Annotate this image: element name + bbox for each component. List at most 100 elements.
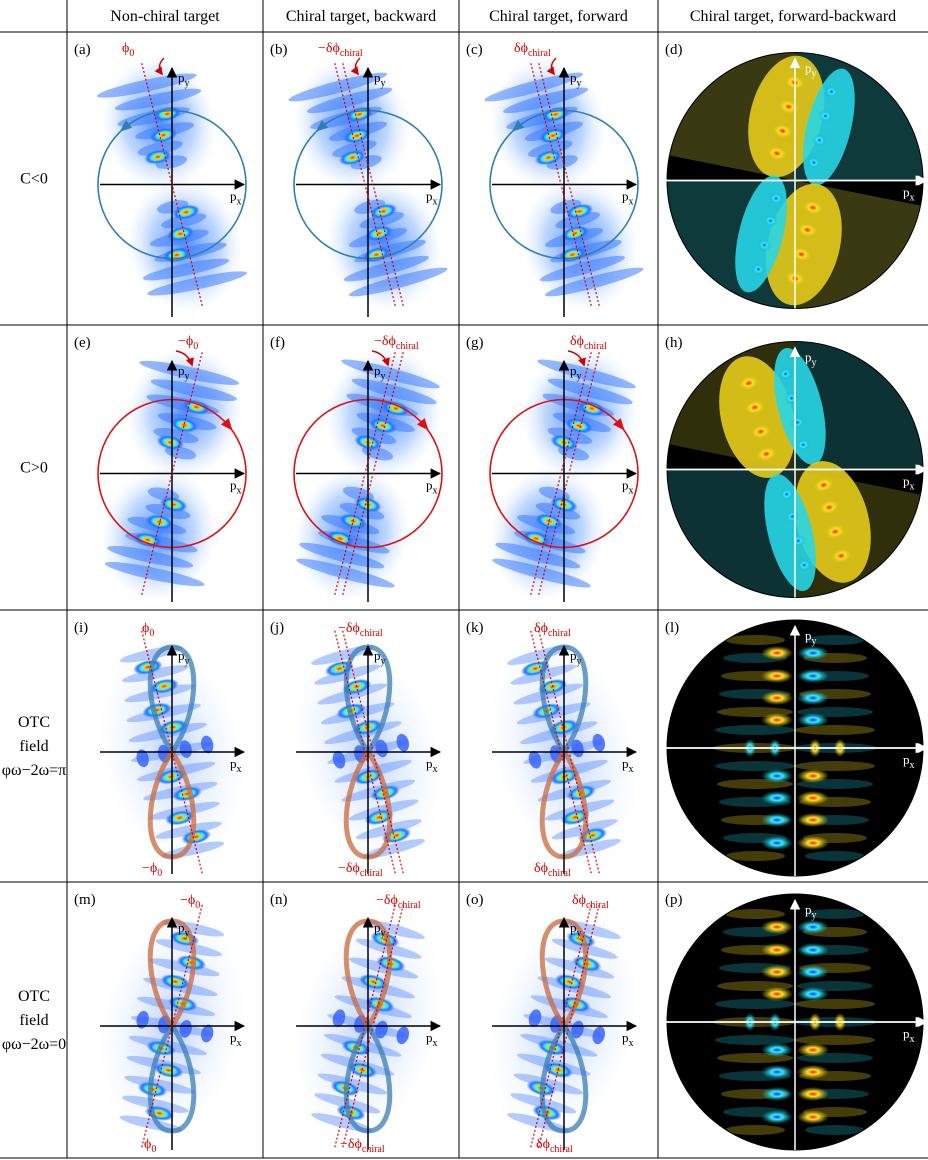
angle-annotation: −ϕ0 xyxy=(178,334,198,352)
panel-h: px py (h) xyxy=(663,335,928,598)
axis-tilt-line xyxy=(141,904,203,1148)
pmd-distribution xyxy=(489,346,639,601)
angle-annotation: −ϕ0 xyxy=(180,893,200,911)
axis-tilt-line xyxy=(530,352,592,595)
px-axis-label: px xyxy=(622,189,634,208)
rotation-arc-icon xyxy=(546,57,557,76)
axis-tilt-line xyxy=(342,63,404,306)
axis-tilt-line xyxy=(530,630,592,874)
axis-tilt-line xyxy=(334,904,396,1148)
angle-annotation: δϕchiral xyxy=(514,41,551,59)
py-axis-label: py xyxy=(374,648,386,667)
axis-tilt-line xyxy=(538,630,600,874)
py-axis-label: py xyxy=(570,920,582,939)
row-label: OTC xyxy=(18,714,50,731)
panel-label: (f) xyxy=(270,335,285,351)
axis-tilt-line xyxy=(141,63,203,306)
panel-c: px py δϕchiral (c) xyxy=(466,41,644,317)
panel-p: px py (p) xyxy=(663,892,928,1151)
py-axis-label: py xyxy=(570,363,582,382)
column-header: Chiral target, forward-backward xyxy=(690,8,896,25)
panel-label: (b) xyxy=(270,42,288,58)
py-axis-label: py xyxy=(178,920,190,939)
px-axis-label: px xyxy=(426,1030,438,1049)
column-header: Chiral target, forward xyxy=(489,8,628,25)
rotation-arrow-icon xyxy=(119,120,133,132)
axis-tilt-line xyxy=(538,904,600,1148)
panel-label: (n) xyxy=(270,892,288,908)
panel-label: (o) xyxy=(466,892,484,908)
row-label: φω−2ω=π xyxy=(2,762,66,779)
panel-label: (k) xyxy=(466,620,484,636)
angle-annotation: ϕ0 xyxy=(122,41,134,59)
rotation-arrow-icon xyxy=(417,418,429,431)
px-axis-label: px xyxy=(903,474,915,493)
py-axis-label: py xyxy=(570,648,582,667)
row-label: C<0 xyxy=(20,171,48,188)
px-axis-label: px xyxy=(230,189,242,208)
axis-tilt-line xyxy=(342,630,404,874)
px-axis-label: px xyxy=(903,1026,915,1045)
row-label: field xyxy=(19,738,48,755)
row-label: field xyxy=(19,1012,48,1029)
row-label: OTC xyxy=(18,988,50,1005)
panel-l: px py (l) xyxy=(663,619,928,877)
pmd-distribution xyxy=(484,57,644,312)
panel-label: (l) xyxy=(665,620,679,636)
px-axis-label: px xyxy=(426,189,438,208)
pmd-distribution xyxy=(293,346,443,601)
rotation-arrow-icon xyxy=(221,418,233,431)
px-axis-label: px xyxy=(622,756,634,775)
panel-label: (m) xyxy=(74,892,96,908)
py-axis-label: py xyxy=(178,363,190,382)
panels: px py ϕ0 (a) px py −δϕchiral (b) px py δϕchiral (c)… xyxy=(74,41,928,1155)
rotation-arc-icon xyxy=(154,57,165,76)
axis-tilt-line xyxy=(141,352,203,595)
angle-annotation: −δϕchiral xyxy=(318,41,363,59)
axis-tilt-line xyxy=(342,904,404,1148)
rotation-arc-icon xyxy=(371,350,390,367)
row-labels: C<0 C>0 OTC field φω−2ω=π OTC field φω−2ω=0 xyxy=(2,171,66,1054)
panel-d: px py (d) xyxy=(663,42,928,309)
axis-tilt-line xyxy=(334,63,396,306)
py-axis-label: py xyxy=(805,902,817,921)
angle-annotation: δϕchiral xyxy=(572,893,609,911)
row-label: C>0 xyxy=(20,460,48,477)
angle-annotation: −ϕ0 xyxy=(142,861,162,879)
rotation-arc-icon xyxy=(175,350,194,367)
difference-map xyxy=(667,341,923,598)
px-axis-label: px xyxy=(426,478,438,497)
px-axis-label: px xyxy=(622,1030,634,1049)
panel-a: px py ϕ0 (a) xyxy=(74,41,248,317)
py-axis-label: py xyxy=(374,70,386,89)
row-label: φω−2ω=0 xyxy=(2,1036,66,1053)
panel-label: (p) xyxy=(665,892,683,908)
rotation-arrow-icon xyxy=(511,120,525,132)
panel-label: (e) xyxy=(74,335,91,351)
py-axis-label: py xyxy=(805,628,817,647)
px-axis-label: px xyxy=(230,1030,242,1049)
column-headers: Non-chiral target Chiral target, backward… xyxy=(110,8,896,25)
panel-b: px py −δϕchiral (b) xyxy=(270,41,448,317)
py-axis-label: py xyxy=(374,920,386,939)
axis-tilt-line xyxy=(334,630,396,874)
pmd-distribution xyxy=(288,57,448,312)
px-axis-label: px xyxy=(903,752,915,771)
axis-tilt-line xyxy=(538,352,600,595)
rotation-arc-icon xyxy=(567,350,586,367)
py-axis-label: py xyxy=(805,350,817,369)
panel-label: (h) xyxy=(665,335,683,351)
panel-label: (j) xyxy=(270,620,284,636)
py-axis-label: py xyxy=(178,70,190,89)
py-axis-label: py xyxy=(570,70,582,89)
column-header: Non-chiral target xyxy=(110,8,220,25)
angle-annotation: −δϕchiral xyxy=(376,893,421,911)
